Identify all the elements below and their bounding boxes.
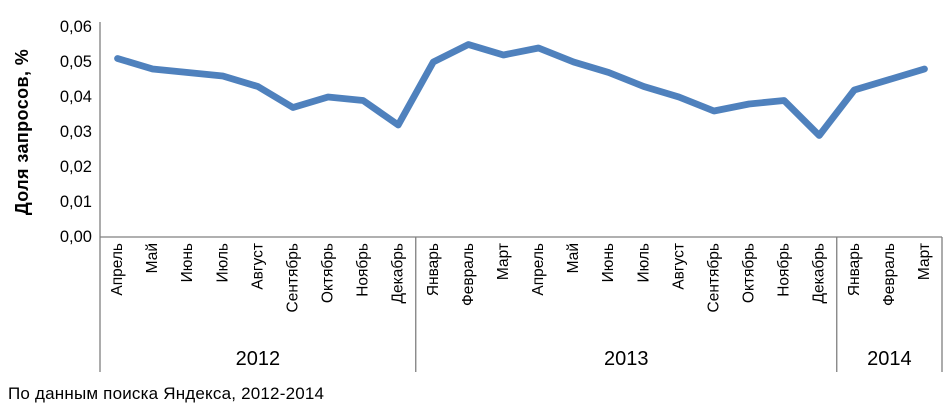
x-tick-label: Сентябрь: [284, 243, 301, 312]
source-caption: По данным поиска Яндекса, 2012-2014: [8, 384, 325, 403]
x-tick-label: Ноябрь: [355, 243, 372, 297]
x-tick-label: Июль: [635, 243, 652, 283]
y-axis-title: Доля запросов, %: [12, 49, 32, 215]
x-tick-label: Ноябрь: [776, 243, 793, 297]
y-tick-label: 0,04: [60, 88, 92, 106]
x-tick-label: Август: [249, 243, 266, 290]
x-tick-label: Февраль: [881, 243, 898, 306]
x-tick-label: Декабрь: [390, 243, 407, 303]
y-tick-label: 0,05: [60, 53, 92, 71]
x-tick-label: Октябрь: [741, 243, 758, 303]
x-tick-label: Декабрь: [811, 243, 828, 303]
x-tick-label: Май: [565, 243, 582, 273]
x-tick-label: Апрель: [109, 243, 126, 296]
x-tick-label: Июнь: [600, 243, 617, 282]
x-tick-label: Март: [916, 243, 933, 280]
y-tick-label: 0,03: [60, 123, 92, 141]
y-tick-label: 0,00: [60, 228, 92, 246]
year-label: 2014: [867, 348, 912, 370]
x-tick-label: Январь: [425, 243, 442, 296]
x-tick-label: Февраль: [460, 243, 477, 306]
year-label: 2012: [236, 348, 281, 370]
x-tick-label: Сентябрь: [705, 243, 722, 312]
requests-share-line-chart: 0,00 0,01 0,02 0,03 0,04 0,05 0,06 Доля запросо…: [12, 18, 943, 372]
y-tick-label: 0,02: [60, 158, 92, 176]
x-tick-label: Январь: [846, 243, 863, 296]
year-label: 2013: [604, 348, 649, 370]
series-line: [114, 41, 928, 139]
x-tick-label: Июль: [214, 243, 231, 283]
x-tick-label: Март: [495, 243, 512, 280]
y-tick-label: 0,01: [60, 193, 92, 211]
x-tick-label: Август: [670, 243, 687, 290]
chart-canvas: 0,00 0,01 0,02 0,03 0,04 0,05 0,06 Доля запросо…: [12, 18, 943, 372]
y-tick-label: 0,06: [60, 18, 92, 36]
x-tick-label: Апрель: [530, 243, 547, 296]
x-tick-label: Май: [144, 243, 161, 273]
x-tick-label: Октябрь: [320, 243, 337, 303]
x-tick-label: Июнь: [179, 243, 196, 282]
